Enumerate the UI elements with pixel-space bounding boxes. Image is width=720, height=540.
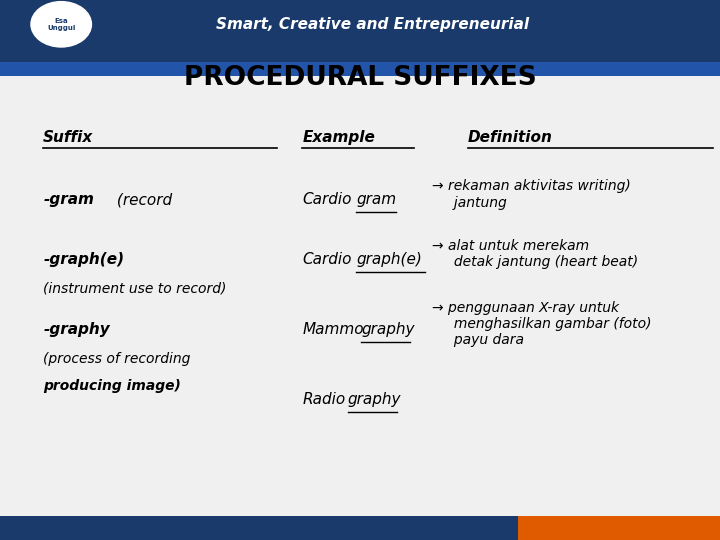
Text: PROCEDURAL SUFFIXES: PROCEDURAL SUFFIXES — [184, 65, 536, 91]
Circle shape — [31, 2, 91, 47]
Text: Smart, Creative and Entrepreneurial: Smart, Creative and Entrepreneurial — [216, 17, 529, 32]
Text: -gram: -gram — [43, 192, 94, 207]
Text: -graphy: -graphy — [43, 322, 110, 337]
Text: → rekaman aktivitas writing)
     jantung: → rekaman aktivitas writing) jantung — [432, 179, 631, 210]
FancyBboxPatch shape — [0, 516, 518, 540]
Text: graphy: graphy — [348, 392, 401, 407]
Text: Cardio: Cardio — [302, 192, 352, 207]
Text: gram: gram — [356, 192, 397, 207]
Text: Definition: Definition — [468, 130, 553, 145]
Text: Esa
Unggul: Esa Unggul — [47, 18, 76, 31]
Text: (process of recording: (process of recording — [43, 352, 191, 366]
Text: → penggunaan X-ray untuk
     menghasilkan gambar (foto)
     payu dara: → penggunaan X-ray untuk menghasilkan ga… — [432, 301, 652, 347]
Text: → alat untuk merekam
     detak jantung (heart beat): → alat untuk merekam detak jantung (hear… — [432, 239, 638, 269]
FancyBboxPatch shape — [0, 0, 720, 62]
Text: graph(e): graph(e) — [356, 252, 422, 267]
FancyBboxPatch shape — [518, 516, 720, 540]
Text: Example: Example — [302, 130, 375, 145]
Text: -graph(e): -graph(e) — [43, 252, 125, 267]
FancyBboxPatch shape — [0, 62, 720, 76]
Text: Suffix: Suffix — [43, 130, 94, 145]
Text: Cardio: Cardio — [302, 252, 352, 267]
Text: graphy: graphy — [361, 322, 415, 337]
Text: producing image): producing image) — [43, 379, 181, 393]
Text: (instrument use to record): (instrument use to record) — [43, 282, 227, 296]
Text: Mammo: Mammo — [302, 322, 364, 337]
Text: Radio: Radio — [302, 392, 346, 407]
Text: (record: (record — [112, 192, 172, 207]
